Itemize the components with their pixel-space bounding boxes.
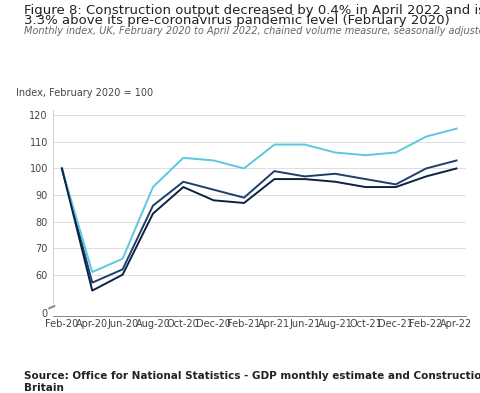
- Text: 3.3% above its pre-coronavirus pandemic level (February 2020): 3.3% above its pre-coronavirus pandemic …: [24, 14, 450, 27]
- Text: Index, February 2020 = 100: Index, February 2020 = 100: [16, 88, 153, 98]
- Text: Monthly index, UK, February 2020 to April 2022, chained volume measure, seasonal: Monthly index, UK, February 2020 to Apri…: [24, 26, 480, 35]
- Text: Source: Office for National Statistics - GDP monthly estimate and Construction o: Source: Office for National Statistics -…: [24, 371, 480, 393]
- Text: Figure 8: Construction output decreased by 0.4% in April 2022 and is now: Figure 8: Construction output decreased …: [24, 4, 480, 17]
